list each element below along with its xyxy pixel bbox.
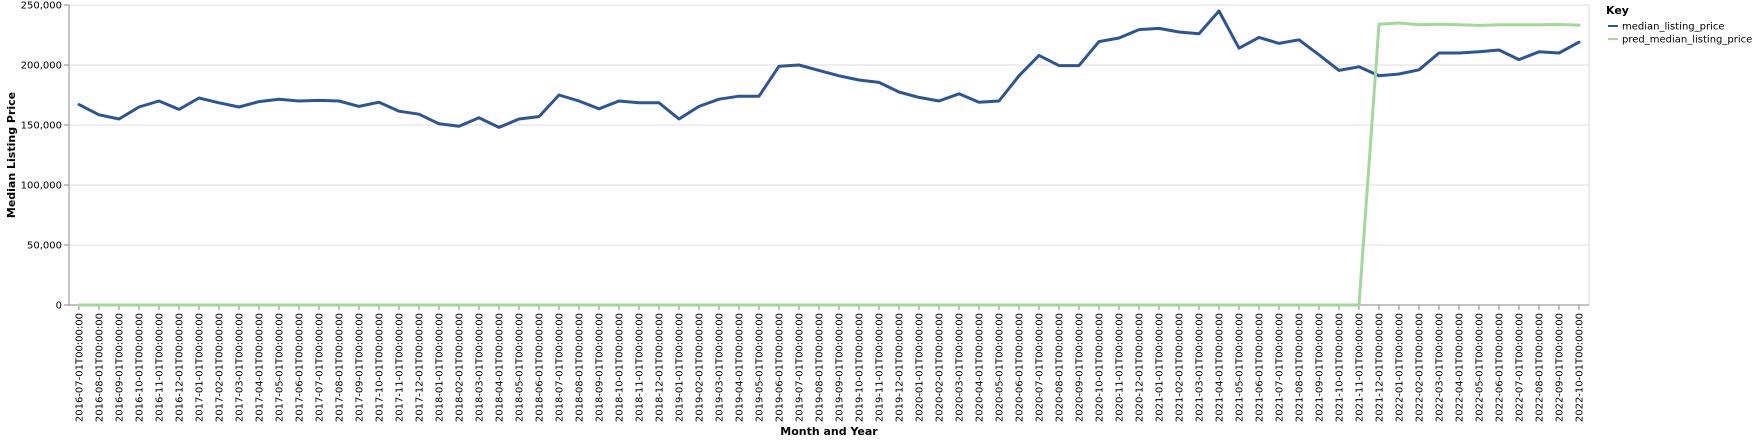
- x-tick-label: 2017-01-01T00:00:00: [195, 313, 206, 422]
- x-tick-label: 2022-06-01T00:00:00: [1495, 313, 1506, 422]
- x-tick-label: 2021-04-01T00:00:00: [1215, 313, 1226, 422]
- x-tick-label: 2020-04-01T00:00:00: [975, 313, 986, 422]
- x-tick-label: 2017-03-01T00:00:00: [235, 313, 246, 422]
- x-tick-label: 2018-11-01T00:00:00: [635, 313, 646, 422]
- x-tick-label: 2018-10-01T00:00:00: [615, 313, 626, 422]
- series-line-pred-median-listing-price: [77, 21, 1581, 307]
- x-tick-label: 2019-02-01T00:00:00: [695, 313, 706, 422]
- x-tick-label: 2020-05-01T00:00:00: [995, 313, 1006, 422]
- x-tick-label: 2018-02-01T00:00:00: [455, 313, 466, 422]
- x-tick-label: 2016-11-01T00:00:00: [155, 313, 166, 422]
- x-tick-label: 2018-12-01T00:00:00: [655, 313, 666, 422]
- x-tick-label: 2019-01-01T00:00:00: [675, 313, 686, 422]
- x-tick-label: 2022-02-01T00:00:00: [1415, 313, 1426, 422]
- x-tick-label: 2018-06-01T00:00:00: [535, 313, 546, 422]
- x-tick-label: 2020-07-01T00:00:00: [1035, 313, 1046, 422]
- x-tick-label: 2022-10-01T00:00:00: [1575, 313, 1586, 422]
- x-tick-label: 2021-12-01T00:00:00: [1375, 313, 1386, 422]
- x-tick-label: 2016-09-01T00:00:00: [115, 313, 126, 422]
- x-tick-label: 2021-06-01T00:00:00: [1255, 313, 1266, 422]
- x-tick-label: 2017-02-01T00:00:00: [215, 313, 226, 422]
- x-tick-label: 2018-04-01T00:00:00: [495, 313, 506, 422]
- x-tick-label: 2021-11-01T00:00:00: [1355, 313, 1366, 422]
- x-tick-label: 2020-08-01T00:00:00: [1055, 313, 1066, 422]
- x-tick-label: 2016-12-01T00:00:00: [175, 313, 186, 422]
- y-axis-title: Median Listing Price: [5, 92, 18, 218]
- x-tick-label: 2018-09-01T00:00:00: [595, 313, 606, 422]
- x-tick-label: 2022-05-01T00:00:00: [1475, 313, 1486, 422]
- x-tick-label: 2017-11-01T00:00:00: [395, 313, 406, 422]
- x-tick-label: 2019-07-01T00:00:00: [795, 313, 806, 422]
- x-tick-label: 2019-09-01T00:00:00: [835, 313, 846, 422]
- y-tick-label: 200,000: [21, 61, 62, 72]
- x-tick-label: 2020-09-01T00:00:00: [1075, 313, 1086, 422]
- series-line-median-listing-price: [77, 9, 1581, 129]
- x-tick-label: 2018-01-01T00:00:00: [435, 313, 446, 422]
- x-tick-label: 2019-04-01T00:00:00: [735, 313, 746, 422]
- x-tick-label: 2019-11-01T00:00:00: [875, 313, 886, 422]
- x-tick-label: 2016-08-01T00:00:00: [95, 313, 106, 422]
- y-tick-label: 250,000: [21, 1, 62, 12]
- x-axis: 2016-07-01T00:00:00 2016-08-01T00:00:00 20…: [69, 304, 1589, 422]
- x-tick-label: 2021-01-01T00:00:00: [1155, 313, 1166, 422]
- x-tick-label: 2020-12-01T00:00:00: [1135, 313, 1146, 422]
- x-tick-label: 2022-07-01T00:00:00: [1515, 313, 1526, 422]
- x-tick-label: 2022-04-01T00:00:00: [1455, 313, 1466, 422]
- x-tick-label: 2020-02-01T00:00:00: [935, 313, 946, 422]
- x-tick-label: 2018-03-01T00:00:00: [475, 313, 486, 422]
- x-tick-label: 2019-06-01T00:00:00: [775, 313, 786, 422]
- x-tick-label: 2021-05-01T00:00:00: [1235, 313, 1246, 422]
- x-tick-label: 2021-10-01T00:00:00: [1335, 313, 1346, 422]
- x-axis-title: Month and Year: [780, 425, 878, 438]
- x-tick-label: 2017-06-01T00:00:00: [295, 313, 306, 422]
- x-tick-label: 2019-08-01T00:00:00: [815, 313, 826, 422]
- x-tick-label: 2020-01-01T00:00:00: [915, 313, 926, 422]
- legend-label: pred_median_listing_price: [1622, 35, 1752, 46]
- legend: Key median_listing_price pred_median_list…: [1606, 4, 1752, 46]
- x-tick-label: 2017-04-01T00:00:00: [255, 313, 266, 422]
- x-tick-label: 2022-01-01T00:00:00: [1395, 313, 1406, 422]
- legend-title: Key: [1606, 4, 1629, 17]
- x-tick-label: 2019-10-01T00:00:00: [855, 313, 866, 422]
- y-tick-label: 100,000: [21, 181, 62, 192]
- x-tick-label: 2018-07-01T00:00:00: [555, 313, 566, 422]
- x-tick-label: 2017-10-01T00:00:00: [375, 313, 386, 422]
- x-tick-label: 2022-09-01T00:00:00: [1555, 313, 1566, 422]
- x-tick-label: 2016-07-01T00:00:00: [75, 313, 86, 422]
- x-tick-label: 2021-08-01T00:00:00: [1295, 313, 1306, 422]
- x-tick-label: 2021-09-01T00:00:00: [1315, 313, 1326, 422]
- x-tick-label: 2019-12-01T00:00:00: [895, 313, 906, 422]
- x-tick-label: 2019-05-01T00:00:00: [755, 313, 766, 422]
- x-tick-label: 2019-03-01T00:00:00: [715, 313, 726, 422]
- x-tick-label: 2016-10-01T00:00:00: [135, 313, 146, 422]
- x-tick-label: 2022-03-01T00:00:00: [1435, 313, 1446, 422]
- x-tick-label: 2017-08-01T00:00:00: [335, 313, 346, 422]
- x-tick-label: 2021-07-01T00:00:00: [1275, 313, 1286, 422]
- series-lines: [77, 9, 1581, 307]
- x-tick-label: 2020-10-01T00:00:00: [1095, 313, 1106, 422]
- x-tick-label: 2017-05-01T00:00:00: [275, 313, 286, 422]
- x-tick-label: 2020-11-01T00:00:00: [1115, 313, 1126, 422]
- x-tick-label: 2021-03-01T00:00:00: [1195, 313, 1206, 422]
- x-tick-label: 2017-12-01T00:00:00: [415, 313, 426, 422]
- y-axis: 0 50,000 100,000 150,000 200,000 250,000: [21, 1, 70, 312]
- x-tick-label: 2018-05-01T00:00:00: [515, 313, 526, 422]
- x-tick-label: 2017-09-01T00:00:00: [355, 313, 366, 422]
- y-tick-label: 0: [56, 301, 62, 312]
- x-tick-label: 2017-07-01T00:00:00: [315, 313, 326, 422]
- x-tick-label: 2022-08-01T00:00:00: [1535, 313, 1546, 422]
- x-tick-label: 2020-03-01T00:00:00: [955, 313, 966, 422]
- legend-label: median_listing_price: [1622, 22, 1725, 33]
- x-tick-label: 2021-02-01T00:00:00: [1175, 313, 1186, 422]
- x-tick-label: 2020-06-01T00:00:00: [1015, 313, 1026, 422]
- y-tick-label: 50,000: [27, 241, 62, 252]
- x-tick-label: 2018-08-01T00:00:00: [575, 313, 586, 422]
- y-tick-label: 150,000: [21, 121, 62, 132]
